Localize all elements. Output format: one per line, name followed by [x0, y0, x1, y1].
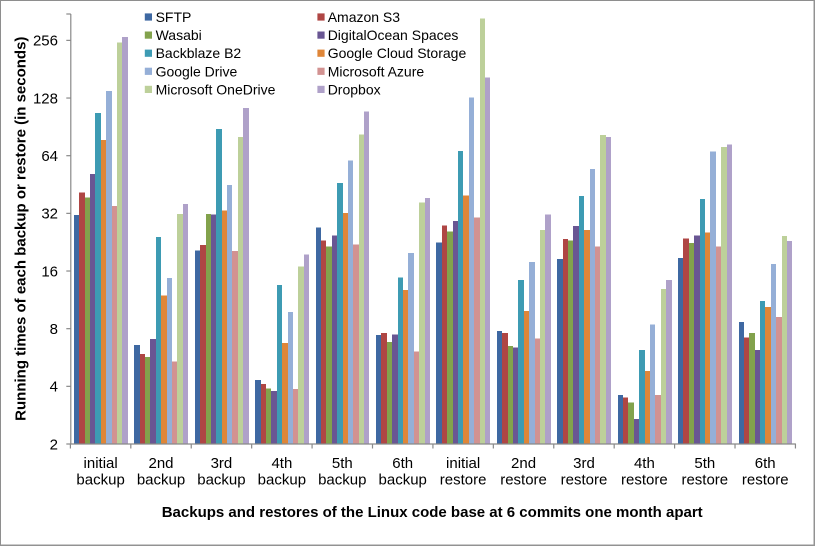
svg-text:6th: 6th: [755, 455, 776, 472]
svg-text:backup: backup: [137, 472, 185, 489]
svg-text:backup: backup: [258, 472, 306, 489]
svg-text:2nd: 2nd: [511, 455, 536, 472]
svg-text:16: 16: [41, 263, 58, 280]
svg-text:32: 32: [41, 206, 58, 223]
svg-text:restore: restore: [742, 472, 789, 489]
svg-text:Google Drive: Google Drive: [156, 63, 238, 79]
svg-text:SFTP: SFTP: [156, 9, 192, 25]
svg-text:restore: restore: [561, 472, 608, 489]
svg-text:Amazon S3: Amazon S3: [328, 9, 401, 25]
svg-text:restore: restore: [621, 472, 668, 489]
svg-text:6th: 6th: [392, 455, 413, 472]
svg-text:128: 128: [33, 90, 58, 107]
svg-text:5th: 5th: [694, 455, 715, 472]
svg-text:DigitalOcean Spaces: DigitalOcean Spaces: [328, 27, 459, 43]
svg-text:Backups and restores of the Li: Backups and restores of the Linux code b…: [162, 504, 703, 521]
svg-text:backup: backup: [318, 472, 366, 489]
svg-text:Wasabi: Wasabi: [156, 27, 202, 43]
svg-text:restore: restore: [681, 472, 728, 489]
svg-text:Google Cloud Storage: Google Cloud Storage: [328, 45, 467, 61]
svg-text:8: 8: [50, 321, 58, 338]
svg-text:4th: 4th: [271, 455, 292, 472]
svg-text:3rd: 3rd: [573, 455, 595, 472]
svg-text:Microsoft Azure: Microsoft Azure: [328, 63, 425, 79]
svg-text:Microsoft OneDrive: Microsoft OneDrive: [156, 81, 276, 97]
svg-text:5th: 5th: [332, 455, 353, 472]
svg-text:64: 64: [41, 148, 58, 165]
svg-text:2: 2: [50, 436, 58, 453]
svg-text:2nd: 2nd: [149, 455, 174, 472]
svg-text:initial: initial: [446, 455, 480, 472]
svg-text:4th: 4th: [634, 455, 655, 472]
svg-text:Dropbox: Dropbox: [328, 81, 381, 97]
svg-text:Running times of each backup o: Running times of each backup or restore …: [12, 37, 29, 421]
svg-text:backup: backup: [197, 472, 245, 489]
svg-text:4: 4: [50, 379, 58, 396]
svg-text:3rd: 3rd: [211, 455, 233, 472]
svg-text:Backblaze B2: Backblaze B2: [156, 45, 242, 61]
svg-text:backup: backup: [76, 472, 124, 489]
svg-text:restore: restore: [440, 472, 487, 489]
svg-text:backup: backup: [379, 472, 427, 489]
svg-text:restore: restore: [500, 472, 547, 489]
svg-text:256: 256: [33, 33, 58, 50]
svg-text:initial: initial: [84, 455, 118, 472]
